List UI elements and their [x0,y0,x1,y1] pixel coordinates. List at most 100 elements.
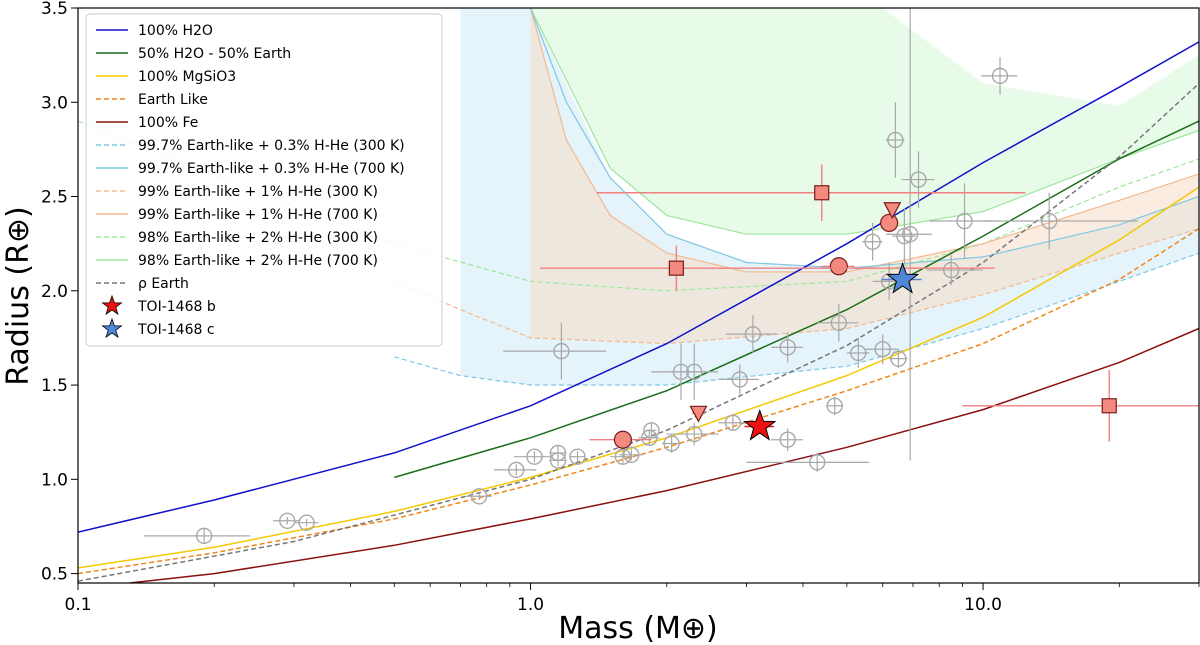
curve-99-earth-like-1-h-he-300-k [394,228,1199,345]
region-2-h-he-region [530,8,1199,235]
known-planet-point [861,222,883,261]
legend-entry-toi-1468-c: TOI-1468 c [101,317,215,339]
known-planet-point [666,422,719,446]
svg-text:100% H2O: 100% H2O [138,23,213,39]
axes: 0.1 1.0 10.0 0.5 1.0 1.5 2.0 2.5 3.0 3.5 [41,0,1200,615]
legend-entry-98-earth-like-2-h-he-300-k: 98% Earth-like + 2% H-He (300 K) [96,230,378,246]
svg-text:99% Earth-like + 1% H-He (700: 99% Earth-like + 1% H-He (700 K) [138,207,378,223]
known-planet-point [569,448,586,465]
known-planet-point [725,315,777,353]
svg-text:99.7% Earth-like + 0.3% H-He (: 99.7% Earth-like + 0.3% H-He (300 K) [138,138,405,154]
highlight-planet-circle [821,257,855,276]
composition-curves [78,8,1199,583]
known-planet-point [901,151,935,208]
x-axis-label: Mass (M⊕) [558,611,718,645]
y-tick-label: 2.5 [41,188,68,208]
known-planet-point [503,322,607,380]
highlight-planet-circle [879,213,899,233]
curve-100-h2o [78,41,1199,533]
x-tick-label: 10.0 [964,595,1002,615]
y-tick-label: 0.5 [41,565,68,585]
svg-text:ρ Earth: ρ Earth [138,276,189,292]
known-planet-point [465,488,492,505]
known-planet-point [610,448,635,465]
curve-99-7-earth-like-0-3-h-he-300-k [394,252,1199,386]
known-planet-point [981,57,1018,95]
point-toi-1468-b [743,409,777,441]
svg-text:TOI-1468 c: TOI-1468 c [137,322,215,338]
known-planet-point [549,452,567,469]
svg-text:50% H2O - 50% Earth: 50% H2O - 50% Earth [138,46,291,62]
highlight-planet-square [540,245,995,291]
curve-50-h2o-50-earth [394,120,1199,479]
known-planet-point [273,512,301,529]
y-axis-label: Radius (R⊕) [1,206,36,386]
svg-text:Earth Like: Earth Like [138,92,208,108]
known-planet-point [619,446,643,464]
curve-earth [78,82,1199,582]
curve-earth-like [78,227,1199,575]
y-tick-label: 1.0 [41,470,68,490]
known-planet-point [885,8,932,461]
known-planet-point [661,434,681,453]
h-he-shaded-regions [460,8,1199,385]
x-tick-label: 0.1 [64,595,91,615]
curve-99-7-earth-like-0-3-h-he-700-k [529,8,1199,269]
known-planet-point [643,422,660,439]
legend-entry-100-h2o: 100% H2O [96,23,213,39]
curve-100-fe [129,327,1199,583]
highlight-planet-triangle [883,202,902,219]
legend-entry-earth-like: Earth Like [96,92,208,108]
legend-entry-100-fe: 100% Fe [96,115,198,131]
known-planet-point [817,303,859,342]
plot-frame [77,7,1200,584]
legend-entry-99-7-earth-like-0-3-h-he-700-k: 99.7% Earth-like + 0.3% H-He (700 K) [96,161,405,177]
known-planet-point [718,364,760,395]
known-planet-point [865,334,899,365]
known-planet-point [771,332,803,363]
known-planet-point [889,349,908,369]
curve-98-earth-like-2-h-he-700-k [529,8,1199,235]
svg-text:100% Fe: 100% Fe [138,115,198,131]
highlight-planet-square [962,369,1199,442]
known-planet-point [514,448,553,465]
known-planet-point [926,254,984,286]
known-planet-point [718,414,747,431]
svg-text:99.7% Earth-like + 0.3% H-He (: 99.7% Earth-like + 0.3% H-He (700 K) [138,161,405,177]
known-planet-point [493,461,537,479]
highlight-planet-triangle [689,405,708,423]
y-tick-label: 1.5 [41,376,68,396]
known-planet-point [293,514,319,531]
svg-text:98% Earth-like + 2% H-He (700: 98% Earth-like + 2% H-He (700 K) [138,253,378,269]
svg-text:98% Earth-like + 2% H-He (300: 98% Earth-like + 2% H-He (300 K) [138,230,378,246]
highlight-planet-circle [589,430,652,449]
legend-entry-99-7-earth-like-0-3-h-he-300-k: 99.7% Earth-like + 0.3% H-He (300 K) [96,138,405,154]
known-planet-point [983,192,1139,250]
legend-box [85,13,443,347]
svg-text:TOI-1468 b: TOI-1468 b [137,299,216,315]
svg-text:99% Earth-like + 1% H-He (300: 99% Earth-like + 1% H-He (300 K) [138,184,378,200]
legend-entry-toi-1468-b: TOI-1468 b [101,294,216,316]
known-planet-point [846,337,870,369]
legend: 100% H2O 50% H2O - 50% Earth 100% MgSiO3 Ea… [85,13,443,347]
legend-entry-99-earth-like-1-h-he-700-k: 99% Earth-like + 1% H-He (700 K) [96,207,378,223]
legend-entry-100-mgsio3: 100% MgSiO3 [96,69,236,85]
svg-text:100% MgSiO3: 100% MgSiO3 [138,69,236,85]
legend-entry-earth: ρ Earth [96,276,189,292]
known-planet-point [885,102,905,178]
known-planet-point [144,527,251,545]
point-toi-1468-c [881,262,922,294]
legend-entry-99-earth-like-1-h-he-300-k: 99% Earth-like + 1% H-He (300 K) [96,184,378,200]
y-tick-label: 3.5 [41,0,68,19]
known-planet-point [666,343,719,401]
curve-99-earth-like-1-h-he-700-k [529,8,1199,273]
known-planet-point [826,396,843,416]
known-planet-point [746,452,870,472]
y-tick-label: 2.0 [41,282,68,302]
legend-entry-50-h2o-50-earth: 50% H2O - 50% Earth [96,46,291,62]
highlight-planet-square [596,164,1026,222]
y-tick-label: 3.0 [41,93,68,113]
planet-points [144,8,1199,545]
legend-entry-98-earth-like-2-h-he-700-k: 98% Earth-like + 2% H-He (700 K) [96,253,378,269]
